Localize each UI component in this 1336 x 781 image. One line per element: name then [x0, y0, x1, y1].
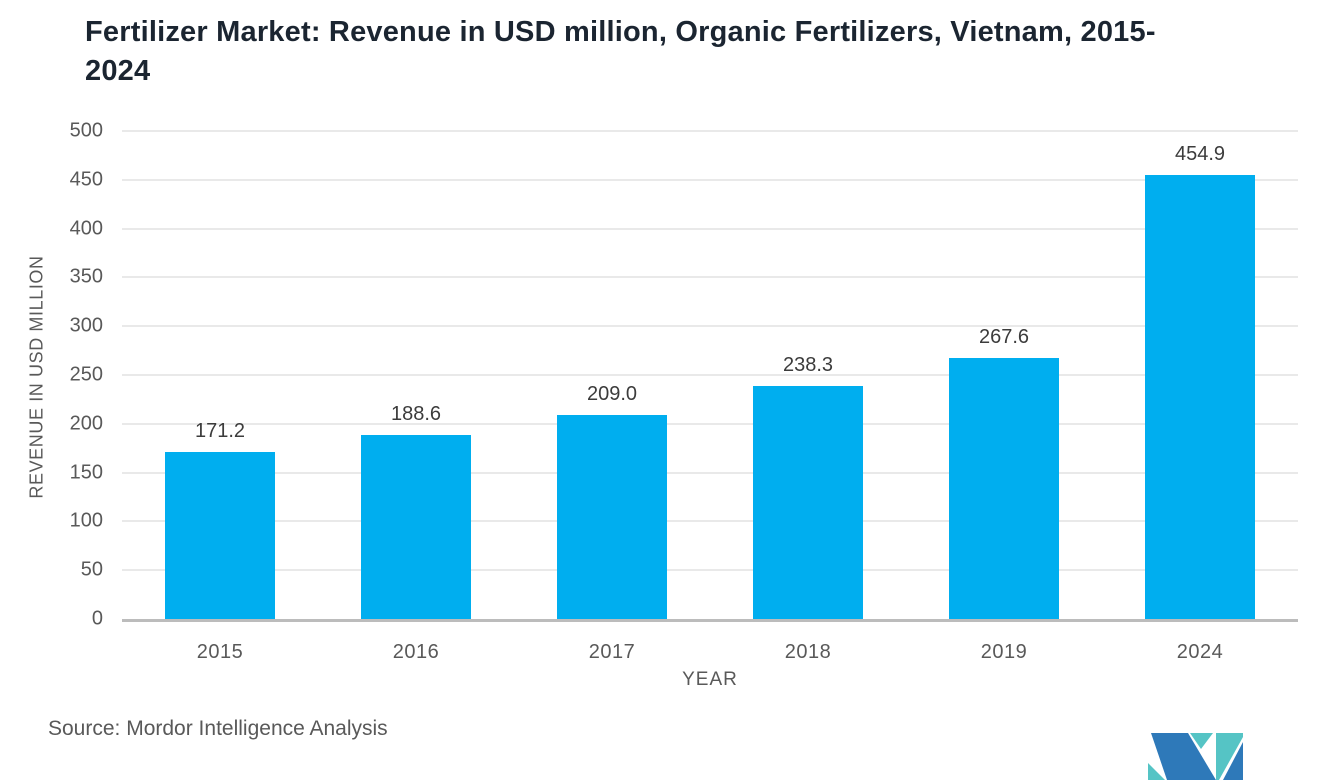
source-text: Source: Mordor Intelligence Analysis — [48, 717, 388, 740]
y-axis-tick-label: 200 — [69, 412, 103, 435]
data-label-2018: 238.3 — [782, 354, 834, 377]
gridline — [122, 569, 1298, 572]
y-axis-tick-label: 250 — [69, 363, 103, 386]
gridline — [122, 130, 1298, 132]
gridline — [122, 471, 1298, 474]
chart-title: Fertilizer Market: Revenue in USD millio… — [85, 13, 1315, 91]
logo-left-teal-triangle — [1148, 763, 1165, 780]
x-axis-tick-label: 2017 — [588, 641, 636, 663]
y-axis-tick-label: 450 — [69, 168, 103, 191]
plot-area: 171.2 188.6 209.0 238.3 267.6 454.9 — [122, 130, 1298, 622]
logo-middle-teal-triangle — [1190, 733, 1213, 749]
y-axis-tick-label: 0 — [91, 607, 103, 630]
gridline — [122, 374, 1298, 376]
y-axis-tick-label: 350 — [69, 265, 103, 288]
logo-right-blue-triangle — [1223, 742, 1243, 780]
bar-2018 — [753, 386, 863, 619]
y-axis-labels: 0 50 100 150 200 250 300 350 400 450 500 — [0, 120, 103, 630]
x-axis-labels: 2015 2016 2017 2018 2019 2024 — [122, 641, 1298, 665]
gridline — [122, 227, 1298, 230]
bar-2017 — [557, 415, 667, 619]
bar-2024 — [1145, 175, 1255, 619]
x-axis-tick-label: 2016 — [392, 641, 440, 663]
mordor-intelligence-logo — [1148, 733, 1243, 780]
data-label-2019: 267.6 — [978, 325, 1030, 348]
bar-2019 — [949, 357, 1059, 619]
gridline — [122, 520, 1298, 523]
data-label-2015: 171.2 — [194, 419, 246, 442]
data-label-2017: 209.0 — [586, 383, 638, 406]
bar-2015 — [165, 451, 275, 619]
x-axis-tick-label: 2018 — [784, 641, 832, 663]
data-label-2016: 188.6 — [390, 402, 442, 425]
chart-title-line2: 2024 — [85, 55, 151, 87]
logo-right-teal-shape — [1216, 733, 1243, 780]
y-axis-tick-label: 100 — [69, 509, 103, 532]
data-label-2024: 454.9 — [1174, 143, 1226, 166]
x-axis-tick-label: 2015 — [196, 641, 244, 663]
logo-main-blue-shape — [1151, 733, 1216, 780]
gridline — [122, 325, 1298, 328]
x-axis-title: YEAR — [682, 669, 738, 690]
gridline — [122, 276, 1298, 279]
y-axis-tick-label: 300 — [69, 314, 103, 337]
y-axis-tick-label: 50 — [80, 558, 103, 581]
gridline — [122, 422, 1298, 425]
y-axis-tick-label: 150 — [69, 461, 103, 484]
y-axis-tick-label: 500 — [69, 119, 103, 142]
x-axis-tick-label: 2019 — [980, 641, 1028, 663]
chart-title-line1: Fertilizer Market: Revenue in USD millio… — [85, 16, 1156, 48]
bar-2016 — [361, 434, 471, 619]
y-axis-tick-label: 400 — [69, 217, 103, 240]
gridline — [122, 178, 1298, 181]
x-axis-tick-label: 2024 — [1176, 641, 1224, 663]
